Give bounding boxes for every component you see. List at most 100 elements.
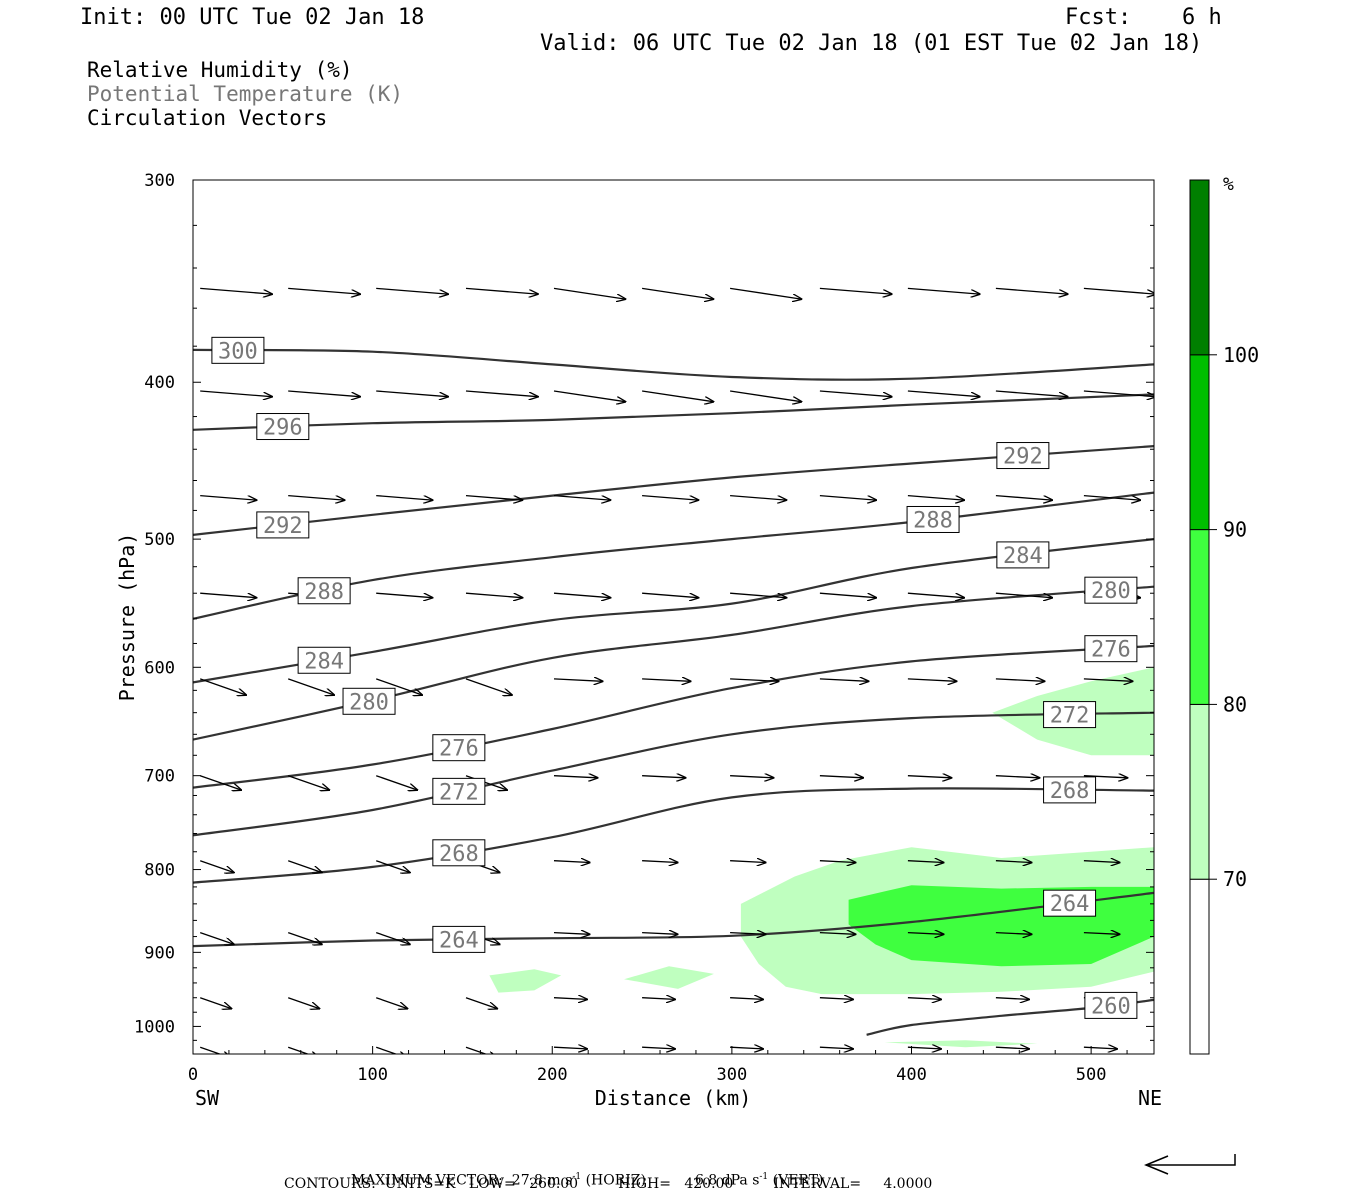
y-tick-label-400: 400	[144, 373, 175, 393]
circulation-vector-2-7	[819, 494, 876, 501]
isentrope-label-292-0: 292	[263, 514, 303, 539]
isentrope-284	[193, 538, 1154, 684]
max-vector-vert: 6.8 dPa s	[694, 1172, 760, 1189]
isentrope-label-box-288-1	[906, 505, 960, 533]
circulation-vector-6-0	[199, 860, 234, 873]
circulation-vector-6-8	[907, 861, 944, 863]
circulation-vector-0-2	[376, 287, 448, 294]
forecast-hours: 6 h	[1182, 5, 1222, 30]
x-axis-right-end: NE	[1138, 1086, 1162, 1110]
circulation-vector-5-9	[995, 776, 1039, 778]
circulation-vector-8-6	[730, 998, 763, 1000]
circulation-vector-3-0	[200, 592, 256, 598]
circulation-vector-7-0	[199, 931, 234, 945]
circulation-vector-5-6	[730, 776, 773, 778]
circulation-vector-1-4	[553, 390, 625, 402]
isentrope-296	[193, 393, 1154, 431]
circulation-vector-9-4	[553, 1047, 587, 1049]
isentrope-label-box-268-1	[1043, 776, 1097, 804]
circulation-vector-9-6	[730, 1047, 763, 1049]
circulation-vector-8-9	[995, 998, 1029, 1000]
isentrope-label-284-1: 284	[1003, 544, 1043, 569]
circulation-vector-1-9	[995, 390, 1068, 397]
circulation-vector-2-10	[1083, 494, 1140, 501]
circulation-vector-0-0	[200, 287, 272, 294]
circulation-vector-7-6	[730, 933, 766, 935]
horiz-unit-exponent: -1	[572, 1172, 582, 1182]
field-potential-temperature: Potential Temperature (K)	[87, 82, 404, 106]
circulation-vector-6-4	[553, 861, 590, 863]
circulation-vector-0-6	[730, 287, 801, 299]
forecast-label: Fcst:	[1065, 5, 1132, 30]
circulation-vector-8-2	[375, 997, 407, 1009]
isentrope-label-box-292-0	[256, 511, 310, 539]
circulation-vector-2-5	[642, 494, 698, 501]
rh-region-70-5	[884, 1040, 1038, 1048]
circulation-vector-7-4	[553, 933, 590, 935]
isentrope-label-box-276-1	[1084, 635, 1138, 663]
circulation-vector-2-3	[465, 494, 522, 501]
circulation-vector-5-2	[375, 775, 417, 790]
footer-contours: CONTOURS: UNITS=K LOW= 260.00 HIGH= 420.…	[284, 1176, 933, 1192]
x-tick-label-400: 400	[896, 1065, 927, 1085]
colorbar-label-70: 70	[1223, 867, 1247, 891]
circulation-vector-9-0	[199, 1046, 231, 1054]
circulation-vector-9-9	[995, 1047, 1029, 1049]
y-tick-label-300: 300	[144, 171, 175, 191]
isentrope-label-box-292-1	[996, 442, 1050, 470]
circulation-vector-0-9	[995, 287, 1068, 294]
circulation-vector-8-1	[287, 997, 319, 1009]
reference-vector-arrow	[1144, 1154, 1236, 1175]
colorbar-segment-0	[1189, 878, 1210, 1055]
circulation-vector-9-3	[465, 1046, 497, 1054]
isentrope-label-264-0: 264	[439, 928, 479, 953]
isentrope-272	[193, 711, 1154, 837]
circulation-vector-8-8	[907, 998, 941, 1000]
isentrope-label-276-1: 276	[1091, 638, 1131, 663]
circulation-vector-1-7	[819, 390, 892, 397]
field-relative-humidity: Relative Humidity (%)	[87, 58, 353, 82]
circulation-vector-4-9	[995, 679, 1045, 681]
circulation-vector-2-0	[200, 494, 256, 501]
field-circulation-vectors: Circulation Vectors	[87, 106, 328, 130]
circulation-vector-7-1	[287, 931, 322, 945]
circulation-vector-9-7	[819, 1047, 853, 1049]
isentrope-276	[193, 644, 1154, 789]
circulation-vector-4-4	[553, 679, 603, 681]
circulation-vector-3-9	[995, 592, 1052, 598]
y-tick-label-900: 900	[144, 943, 175, 963]
circulation-vector-5-0	[199, 775, 241, 790]
circulation-vector-7-5	[642, 933, 678, 935]
isentrope-label-box-280-1	[1084, 576, 1138, 604]
isentrope-label-272-0: 272	[439, 780, 479, 805]
circulation-vector-8-4	[553, 998, 587, 1000]
circulation-vector-5-4	[553, 776, 597, 778]
init-time: Init: 00 UTC Tue 02 Jan 18	[80, 5, 425, 30]
circulation-vector-1-10	[1083, 390, 1154, 397]
x-axis-title: Distance (km)	[595, 1086, 752, 1110]
x-axis-left-end: SW	[195, 1086, 220, 1110]
circulation-vector-7-9	[995, 933, 1032, 935]
plot-frame	[192, 179, 1155, 1055]
isentrope-label-box-268-0	[432, 839, 486, 867]
isentrope-label-276-0: 276	[439, 737, 479, 762]
circulation-vector-9-1	[287, 1046, 319, 1054]
circulation-vector-0-7	[819, 287, 892, 294]
isentrope-label-box-260-0	[1084, 991, 1138, 1019]
x-tick-label-200: 200	[537, 1065, 568, 1085]
x-tick-label-0: 0	[188, 1065, 198, 1085]
circulation-vector-6-2	[375, 860, 410, 873]
cross-section-chart: 3002962922922882882842842802802762762722…	[115, 171, 1259, 1110]
circulation-vector-2-9	[995, 494, 1052, 501]
y-tick-label-800: 800	[144, 861, 175, 881]
circulation-vector-6-1	[287, 860, 322, 873]
isentrope-268	[193, 787, 1154, 884]
circulation-vector-0-1	[288, 287, 360, 294]
circulation-vector-3-4	[553, 592, 610, 598]
circulation-vector-0-8	[907, 287, 980, 294]
circulation-vector-9-10	[1083, 1047, 1117, 1049]
colorbar-segment-4	[1189, 179, 1210, 356]
circulation-vector-4-1	[287, 678, 334, 695]
colorbar-label-90: 90	[1223, 518, 1247, 542]
circulation-vector-1-0	[200, 390, 272, 397]
